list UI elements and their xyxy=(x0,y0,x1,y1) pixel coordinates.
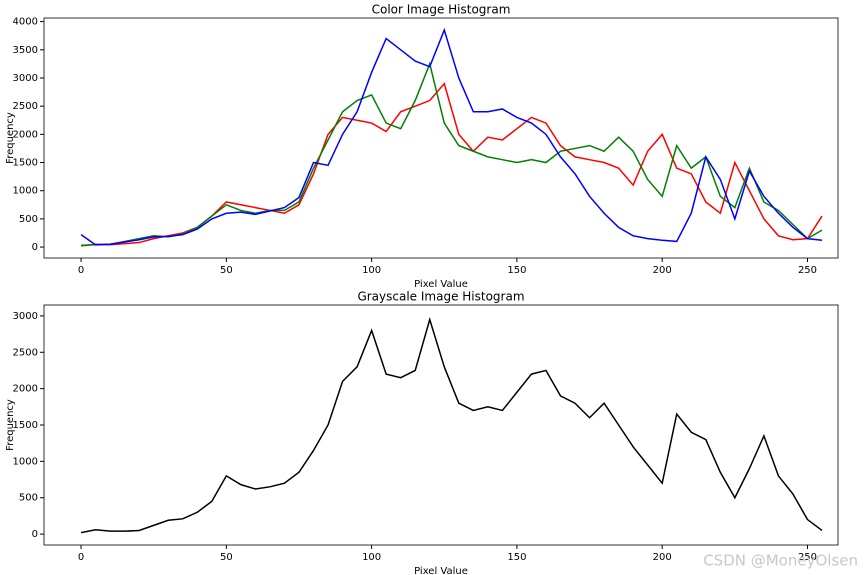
x-tick-label: 100 xyxy=(362,265,381,276)
y-tick-label: 2000 xyxy=(13,384,38,395)
y-tick-label: 0 xyxy=(32,529,38,540)
x-tick-label: 0 xyxy=(78,552,84,563)
x-tick-label: 200 xyxy=(653,552,672,563)
y-tick-label: 2500 xyxy=(13,101,38,112)
series-line xyxy=(81,61,823,247)
y-tick-label: 3000 xyxy=(13,311,38,322)
x-tick-label: 0 xyxy=(78,265,84,276)
y-tick-label: 1000 xyxy=(13,186,38,197)
x-tick-label: 200 xyxy=(653,265,672,276)
x-tick-label: 150 xyxy=(507,265,526,276)
chart-title: Grayscale Image Histogram xyxy=(357,290,524,304)
series-line xyxy=(80,316,823,534)
plot-frame xyxy=(43,17,839,259)
y-tick-label: 4000 xyxy=(13,17,38,28)
y-tick-label: 2500 xyxy=(13,347,38,358)
y-tick-label: 1500 xyxy=(13,158,38,169)
watermark: CSDN @MoneyOlsen xyxy=(703,552,858,570)
y-tick-label: 3500 xyxy=(13,45,38,56)
y-tick-label: 0 xyxy=(32,242,38,253)
chart-title: Color Image Histogram xyxy=(372,3,511,17)
series-line xyxy=(80,27,823,246)
x-tick-label: 250 xyxy=(798,265,817,276)
y-tick-label: 500 xyxy=(19,493,38,504)
x-tick-label: 150 xyxy=(507,552,526,563)
x-tick-label: 100 xyxy=(362,552,381,563)
x-axis-label: Pixel Value xyxy=(414,279,468,290)
y-axis-label: Frequency xyxy=(5,112,16,164)
y-axis-label: Frequency xyxy=(5,399,16,451)
x-axis-label: Pixel Value xyxy=(414,566,468,575)
y-tick-label: 2000 xyxy=(13,129,38,140)
plot-frame xyxy=(43,304,839,546)
x-tick-label: 50 xyxy=(220,265,233,276)
y-tick-label: 1500 xyxy=(13,420,38,431)
y-tick-label: 1000 xyxy=(13,456,38,467)
y-tick-label: 500 xyxy=(19,214,38,225)
y-tick-label: 3000 xyxy=(13,73,38,84)
x-tick-label: 50 xyxy=(220,552,233,563)
x-tick-label: 250 xyxy=(798,552,817,563)
